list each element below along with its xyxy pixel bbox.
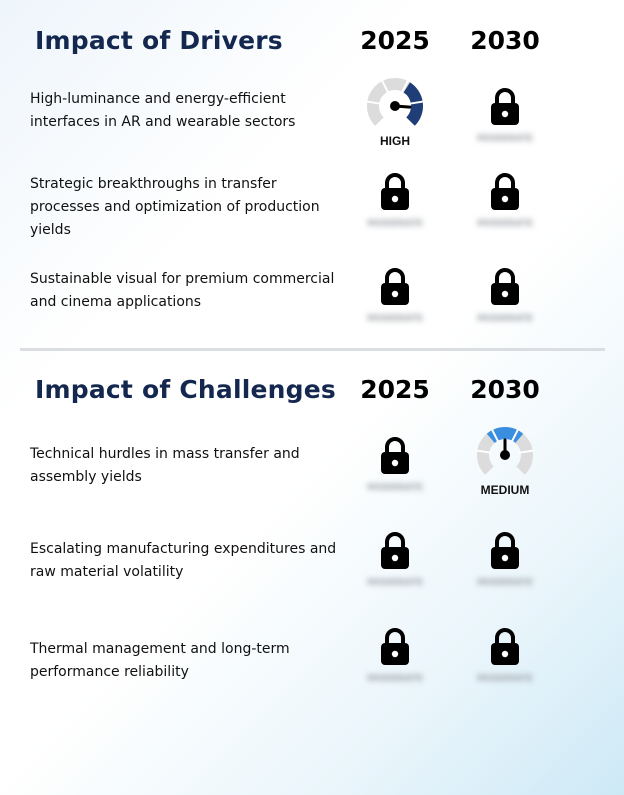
challenge-text: Thermal management and long-term perform… xyxy=(30,641,290,680)
impact-cell: MODERATE xyxy=(450,532,560,612)
impact-cell: MODERATE xyxy=(450,628,560,708)
driver-text: High-luminance and energy-efficient inte… xyxy=(30,91,296,130)
lock-icon xyxy=(491,268,519,305)
gauge-level-label: HIGH xyxy=(380,134,410,148)
challenges-year-2030: 2030 xyxy=(470,375,540,404)
gauge-icon xyxy=(365,78,425,126)
lock-icon xyxy=(491,532,519,569)
gauge-level xyxy=(403,82,423,126)
hidden-rating-text: MODERATE xyxy=(367,219,423,229)
gauge-icon xyxy=(475,427,535,475)
hidden-rating-text: MODERATE xyxy=(367,314,423,324)
gauge-hub xyxy=(390,101,400,111)
drivers-title: Impact of Drivers xyxy=(35,26,283,55)
impact-cell: MODERATE xyxy=(340,437,450,517)
impact-cell: MODERATE xyxy=(450,173,560,253)
driver-text: Strategic breakthroughs in transfer proc… xyxy=(30,176,320,238)
lock-icon xyxy=(381,173,409,210)
gauge-hub xyxy=(500,450,510,460)
hidden-rating-text: MODERATE xyxy=(477,578,533,588)
gauge-level xyxy=(486,427,524,444)
drivers-year-2030: 2030 xyxy=(470,26,540,55)
lock-icon xyxy=(381,628,409,665)
hidden-rating-text: MODERATE xyxy=(477,134,533,144)
impact-cell: MODERATE xyxy=(340,628,450,708)
lock-icon xyxy=(381,268,409,305)
hidden-rating-text: MODERATE xyxy=(367,578,423,588)
driver-text: Sustainable visual for premium commercia… xyxy=(30,271,335,310)
lock-icon xyxy=(381,437,409,474)
lock-icon xyxy=(491,173,519,210)
hidden-rating-text: MODERATE xyxy=(367,483,423,493)
drivers-year-2025: 2025 xyxy=(360,26,430,55)
challenge-text: Escalating manufacturing expenditures an… xyxy=(30,541,337,580)
lock-icon xyxy=(491,628,519,665)
hidden-rating-text: MODERATE xyxy=(477,219,533,229)
impact-cell: MEDIUM xyxy=(450,427,560,517)
section-divider xyxy=(20,348,605,351)
impact-cell: MODERATE xyxy=(450,268,560,348)
hidden-rating-text: MODERATE xyxy=(477,674,533,684)
impact-cell: MODERATE xyxy=(450,88,560,168)
gauge-level-label: MEDIUM xyxy=(480,483,530,497)
impact-cell: MODERATE xyxy=(340,173,450,253)
hidden-rating-text: MODERATE xyxy=(477,314,533,324)
lock-icon xyxy=(381,532,409,569)
impact-cell: MODERATE xyxy=(340,268,450,348)
lock-icon xyxy=(491,88,519,125)
challenges-year-2025: 2025 xyxy=(360,375,430,404)
challenge-text: Technical hurdles in mass transfer and a… xyxy=(30,446,300,485)
hidden-rating-text: MODERATE xyxy=(367,674,423,684)
impact-cell: MODERATE xyxy=(340,532,450,612)
impact-cell: HIGH xyxy=(340,78,450,168)
challenges-title: Impact of Challenges xyxy=(35,375,336,404)
